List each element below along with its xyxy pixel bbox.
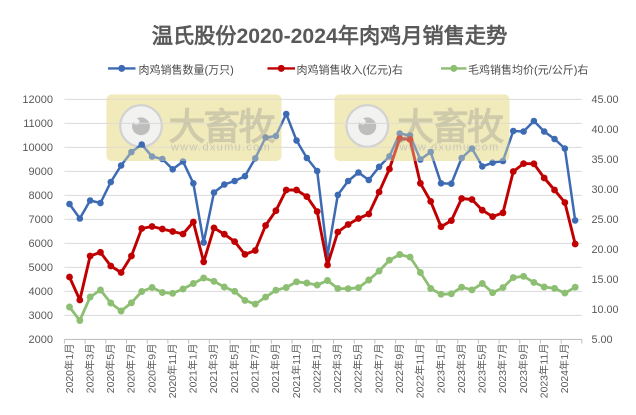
svg-text:12000: 12000 (22, 94, 53, 106)
svg-text:9000: 9000 (29, 166, 53, 178)
svg-text:3000: 3000 (29, 310, 53, 322)
svg-text:2000: 2000 (29, 334, 53, 346)
svg-text:11000: 11000 (23, 118, 53, 130)
svg-text:2021年9月: 2021年9月 (269, 344, 282, 394)
svg-text:2023年7月: 2023年7月 (496, 344, 509, 394)
svg-text:2022年11月: 2022年11月 (414, 344, 427, 399)
svg-text:2023年1月: 2023年1月 (434, 344, 447, 394)
svg-text:2021年7月: 2021年7月 (249, 344, 262, 394)
svg-text:www.dxumu.com: www.dxumu.com (170, 142, 271, 154)
svg-text:2023年11月: 2023年11月 (537, 344, 550, 399)
svg-text:2020年1月: 2020年1月 (63, 344, 76, 394)
svg-text:25.00: 25.00 (592, 214, 619, 226)
svg-text:大畜牧: 大畜牧 (169, 107, 277, 148)
svg-text:2022年9月: 2022年9月 (393, 344, 406, 394)
svg-text:www.dxumu.com: www.dxumu.com (398, 142, 499, 154)
svg-text:2022年5月: 2022年5月 (352, 344, 365, 394)
svg-text:2022年7月: 2022年7月 (372, 344, 385, 394)
svg-text:6000: 6000 (29, 238, 53, 250)
svg-text:2023年5月: 2023年5月 (476, 344, 489, 394)
svg-text:2020年9月: 2020年9月 (145, 344, 158, 394)
svg-text:20.00: 20.00 (592, 244, 619, 256)
svg-text:2020年7月: 2020年7月 (125, 344, 138, 394)
svg-text:35.00: 35.00 (592, 154, 619, 166)
svg-text:2020年11月: 2020年11月 (166, 344, 179, 399)
svg-text:2022年3月: 2022年3月 (331, 344, 344, 394)
svg-text:40.00: 40.00 (592, 124, 619, 136)
svg-text:45.00: 45.00 (592, 94, 619, 106)
svg-text:2020年5月: 2020年5月 (104, 344, 117, 394)
svg-text:2021年3月: 2021年3月 (207, 344, 220, 394)
svg-text:7000: 7000 (29, 214, 53, 226)
svg-text:大畜牧: 大畜牧 (397, 107, 505, 148)
svg-text:5000: 5000 (29, 262, 53, 274)
svg-text:肉鸡销售收入(亿元)右: 肉鸡销售收入(亿元)右 (297, 63, 403, 77)
svg-text:温氏股份2020-2024年肉鸡月销售走势: 温氏股份2020-2024年肉鸡月销售走势 (152, 23, 508, 48)
svg-text:肉鸡销售数量(万只): 肉鸡销售数量(万只) (139, 63, 234, 77)
svg-text:10.00: 10.00 (592, 304, 619, 316)
svg-text:2023年9月: 2023年9月 (517, 344, 530, 394)
svg-text:15.00: 15.00 (592, 274, 619, 286)
svg-text:2022年1月: 2022年1月 (310, 344, 323, 394)
svg-text:4000: 4000 (29, 286, 53, 298)
svg-text:2024年1月: 2024年1月 (558, 344, 571, 394)
svg-text:30.00: 30.00 (592, 184, 619, 196)
svg-text:2023年3月: 2023年3月 (455, 344, 468, 394)
svg-text:2021年1月: 2021年1月 (187, 344, 200, 394)
svg-text:10000: 10000 (22, 142, 53, 154)
svg-text:2021年11月: 2021年11月 (290, 344, 303, 399)
svg-text:8000: 8000 (29, 190, 53, 202)
svg-text:毛鸡销售均价(元/公斤)右: 毛鸡销售均价(元/公斤)右 (468, 63, 588, 77)
svg-text:2021年5月: 2021年5月 (228, 344, 241, 394)
svg-text:2020年3月: 2020年3月 (83, 344, 96, 394)
svg-text:5.00: 5.00 (592, 334, 613, 346)
